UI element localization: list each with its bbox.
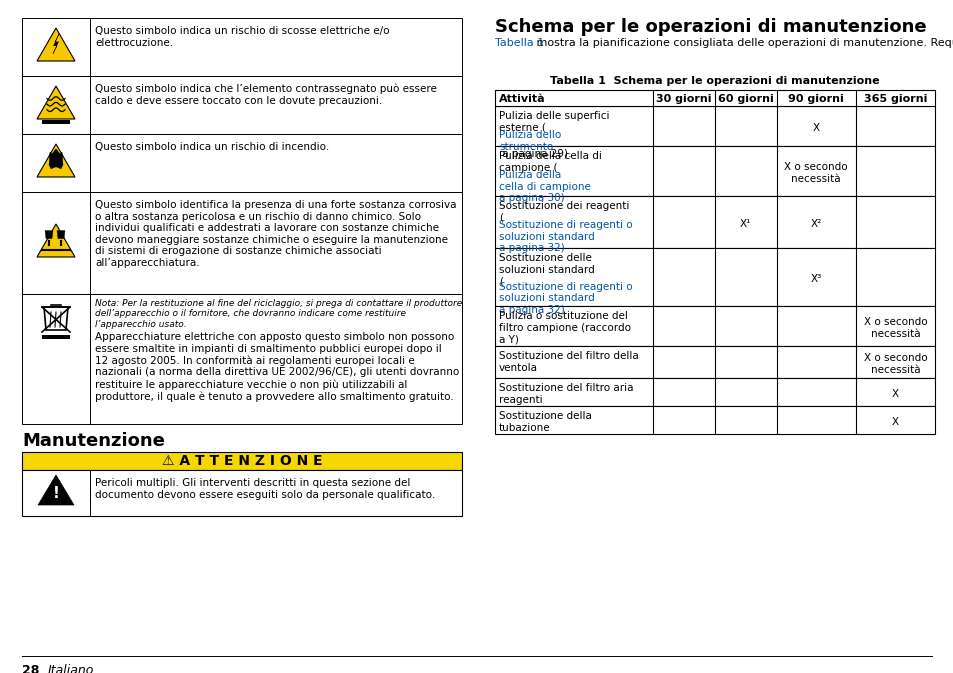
Polygon shape [53,34,59,54]
Text: X²: X² [810,219,821,229]
Text: Sostituzione dei reagenti
(: Sostituzione dei reagenti ( [498,201,629,223]
Text: ⚠ A T T E N Z I O N E: ⚠ A T T E N Z I O N E [161,454,322,468]
Text: Sostituzione di reagenti o
soluzioni standard
a pagina 32): Sostituzione di reagenti o soluzioni sta… [498,281,632,315]
Text: Sostituzione del filtro della
ventola: Sostituzione del filtro della ventola [498,351,639,373]
Polygon shape [45,231,53,239]
Text: X¹: X¹ [740,219,751,229]
Text: Questo simbolo indica un rischio di scosse elettriche e/o
elettrocuzione.: Questo simbolo indica un rischio di scos… [95,26,389,48]
Text: Questo simbolo indica che l’elemento contrassegnato può essere
caldo e deve esse: Questo simbolo indica che l’elemento con… [95,84,436,106]
Text: Sostituzione di reagenti o
soluzioni standard
a pagina 32): Sostituzione di reagenti o soluzioni sta… [498,220,632,253]
Text: X: X [891,417,898,427]
Bar [22,452,461,470]
Text: Manutenzione: Manutenzione [22,432,165,450]
Polygon shape [37,224,75,257]
Bar [495,346,934,378]
Text: X o secondo
necessità: X o secondo necessità [862,317,926,339]
Text: X: X [891,389,898,399]
Text: X³: X³ [810,274,821,284]
Text: Schema per le operazioni di manutenzione: Schema per le operazioni di manutenzione [495,18,925,36]
Polygon shape [37,28,75,61]
Bar [495,378,934,406]
Polygon shape [37,144,75,177]
Text: X: X [812,123,819,133]
Bar [22,134,461,192]
Bar [22,76,461,134]
Text: Tabella 1: Tabella 1 [495,38,543,48]
Text: X o secondo
necessità: X o secondo necessità [862,353,926,375]
Polygon shape [49,149,63,169]
Text: 30 giorni: 30 giorni [656,94,711,104]
Text: mostra la pianificazione consigliata delle operazioni di manutenzione. Requisiti: mostra la pianificazione consigliata del… [533,38,953,48]
Text: Tabella 1  Schema per le operazioni di manutenzione: Tabella 1 Schema per le operazioni di ma… [550,76,879,86]
Text: Nota: Per la restituzione al fine del riciclaggio, si prega di contattare il pro: Nota: Per la restituzione al fine del ri… [95,299,462,329]
Text: X o secondo
necessità: X o secondo necessità [783,162,847,184]
Bar [22,470,461,516]
Text: a pagina 29).: a pagina 29). [498,149,571,159]
Polygon shape [57,231,65,239]
Text: 365 giorni: 365 giorni [862,94,926,104]
Text: Pulizia della
cella di campione
a pagina 30): Pulizia della cella di campione a pagina… [498,170,590,203]
Bar [495,106,934,146]
Bar [42,335,70,339]
Bar [495,306,934,346]
Polygon shape [37,86,75,119]
Text: Pulizia delle superfici
esterne (: Pulizia delle superfici esterne ( [498,111,609,133]
Text: !: ! [52,487,59,501]
Text: Sostituzione delle
soluzioni standard
(: Sostituzione delle soluzioni standard ( [498,253,594,286]
Text: 90 giorni: 90 giorni [787,94,843,104]
Bar [495,196,934,248]
Bar [22,192,461,294]
Text: Pulizia o sostituzione del
filtro campione (raccordo
a Y): Pulizia o sostituzione del filtro campio… [498,311,630,344]
Text: 28: 28 [22,664,39,673]
Bar [495,406,934,434]
Text: Sostituzione della
tubazione: Sostituzione della tubazione [498,411,591,433]
Bar [495,146,934,196]
Text: Pericoli multipli. Gli interventi descritti in questa sezione del
documento devo: Pericoli multipli. Gli interventi descri… [95,478,435,499]
Bar [495,90,934,106]
Text: 60 giorni: 60 giorni [718,94,773,104]
Bar [42,120,70,124]
Text: .: . [498,248,502,258]
Text: Pulizia della cella di
campione (: Pulizia della cella di campione ( [498,151,601,172]
Text: .: . [498,199,502,209]
Text: Pulizia dello
strumento: Pulizia dello strumento [498,130,560,151]
Text: Attività: Attività [498,94,545,104]
Bar [22,294,461,424]
Text: Questo simbolo indica un rischio di incendio.: Questo simbolo indica un rischio di ince… [95,142,329,152]
Text: Italiano: Italiano [48,664,94,673]
Polygon shape [38,475,74,505]
Text: Sostituzione del filtro aria
reagenti: Sostituzione del filtro aria reagenti [498,383,633,404]
Bar [495,248,934,306]
Text: Questo simbolo identifica la presenza di una forte sostanza corrosiva
o altra so: Questo simbolo identifica la presenza di… [95,200,456,268]
Text: Apparecchiature elettriche con apposto questo simbolo non possono
essere smaltit: Apparecchiature elettriche con apposto q… [95,332,458,402]
Bar [22,18,461,76]
Text: .: . [498,310,502,320]
